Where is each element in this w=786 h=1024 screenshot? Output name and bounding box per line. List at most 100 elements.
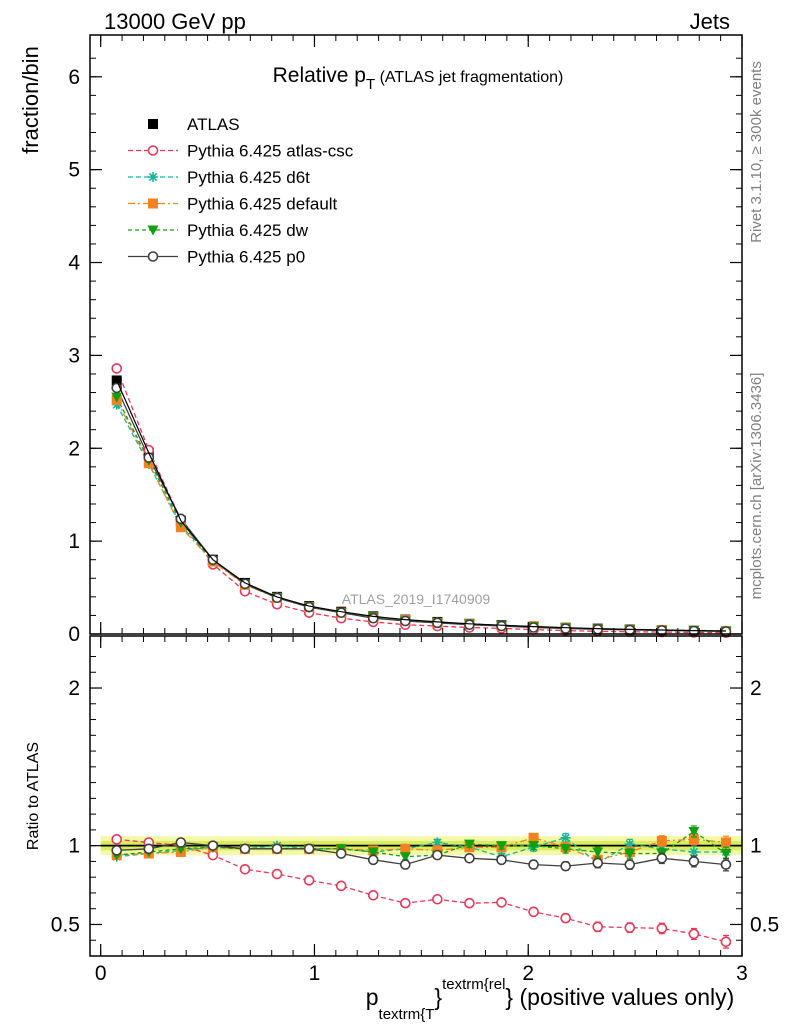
legend-marker-csc [147,145,159,156]
ratio-point-p0 [207,840,219,851]
ratio-point-dw [496,841,508,852]
xtick-label: 0 [95,962,107,985]
xtick-label: 1 [309,962,321,985]
point-p0 [432,617,443,629]
ratio-point-csc [111,834,123,845]
legend-label-dw: Pythia 6.425 dw [187,221,309,240]
ratio-point-dw [688,826,700,837]
legend-label-csc: Pythia 6.425 atlas-csc [187,142,354,161]
ratio-point-csc [367,890,379,901]
ratio-point-dw [624,849,636,860]
ratio-point-p0 [239,843,251,855]
xtick-label: 2 [522,962,534,985]
point-p0 [496,620,507,632]
legend-marker-def [148,198,158,209]
point-atlas [111,375,122,386]
main-ytick-label: 1 [68,530,80,553]
point-csc [111,363,123,374]
point-dw [111,392,123,403]
ratio-point-csc [496,897,507,908]
ratio-point-p0 [560,860,571,872]
ratio-ytick-label: 2 [68,677,80,700]
ratio-point-def [720,837,731,848]
source-label: mcplots.cern.ch [arXiv:1306.3436] [748,373,765,600]
ratio-point-csc [528,906,539,918]
ratio-point-dw [560,844,572,855]
legend-marker-d6t [148,172,158,182]
ratio-point-p0 [432,849,443,861]
ratio-point-csc [688,928,700,940]
ratio-point-csc [335,880,347,892]
ratio-point-p0 [592,857,604,869]
legend: ATLAS Pythia 6.425 atlas-csc Pythia 6.425 … [128,115,354,267]
ratio-point-p0 [400,859,411,870]
ratio-point-p0 [111,845,123,856]
ratio-point-def [400,843,411,854]
ratio-line-p0 [116,841,727,867]
point-p0 [464,619,475,631]
plot-title: Relative pT (ATLAS jet fragmentation) [273,64,564,93]
header-category: Jets [690,9,730,34]
ratio-point-p0 [271,843,283,855]
series-line-csc [116,368,727,634]
ratio-point-p0 [303,843,315,855]
rivet-version-label: Rivet 3.1.10, ≥ 300k events [748,61,765,243]
ratio-point-csc [239,864,251,875]
ratio-point-p0 [720,859,732,870]
y-axis-label-ratio: Ratio to ATLAS [25,742,42,850]
y-axis-label-main: fraction/bin [18,46,43,154]
ratio-ytick-label: 0.5 [51,913,80,936]
ratio-point-csc [303,875,315,886]
ratio-point-p0 [688,856,700,867]
main-ytick-label: 4 [68,252,80,275]
ratio-point-p0 [496,854,507,866]
ratio-ytick-label-right: 0.5 [750,913,779,936]
ratio-point-p0 [656,852,668,864]
ratio-point-def [688,834,699,845]
ratio-point-dw [592,847,604,858]
ratio-point-p0 [464,852,475,864]
legend-marker-p0 [147,251,159,262]
ratio-point-csc [624,922,636,933]
ratio-line-dw [116,830,727,858]
ratio-point-p0 [335,848,347,859]
point-p0 [367,612,379,624]
ratio-ytick-label-right: 2 [750,677,762,700]
ratio-point-p0 [528,859,539,870]
ratio-point-p0 [624,859,636,870]
ratio-panel [100,825,742,949]
point-p0 [400,615,411,627]
legend-label-atlas: ATLAS [187,115,240,134]
main-ytick-label: 0 [68,623,80,646]
ratio-point-p0 [175,837,187,848]
ratio-point-csc [271,868,283,880]
ratio-point-csc [432,893,443,905]
ratio-point-d6t [432,837,443,848]
main-ytick-label: 6 [68,66,80,89]
point-p0 [175,513,187,525]
point-p0 [560,623,571,634]
header-energy: 13000 GeV pp [104,9,246,34]
ratio-point-csc [464,897,475,909]
ratio-line-csc [116,838,727,943]
legend-label-p0: Pythia 6.425 p0 [187,248,305,267]
ratio-point-dw [463,839,475,850]
frames: 0 1 2 3 4 5 6 0 1 2 3 0.5 0.5 1 1 2 2 [51,34,779,985]
legend-label-d6t: Pythia 6.425 d6t [187,168,310,187]
xtick-label: 3 [736,962,748,985]
ratio-point-def [656,835,667,846]
legend-marker-atlas [148,119,158,129]
ratio-point-csc [560,912,571,924]
ratio-point-dw [367,847,379,858]
ratio-point-def [528,832,539,843]
ratio-point-dw [399,852,411,863]
ratio-point-d6t [624,839,635,850]
series-line-atlas [116,380,727,632]
legend-label-def: Pythia 6.425 default [187,195,338,214]
main-ytick-label: 3 [68,344,80,367]
ratio-ytick-label-right: 1 [750,835,762,858]
main-panel [111,363,732,638]
ratio-frame [89,635,743,957]
ratio-point-dw [720,849,732,860]
